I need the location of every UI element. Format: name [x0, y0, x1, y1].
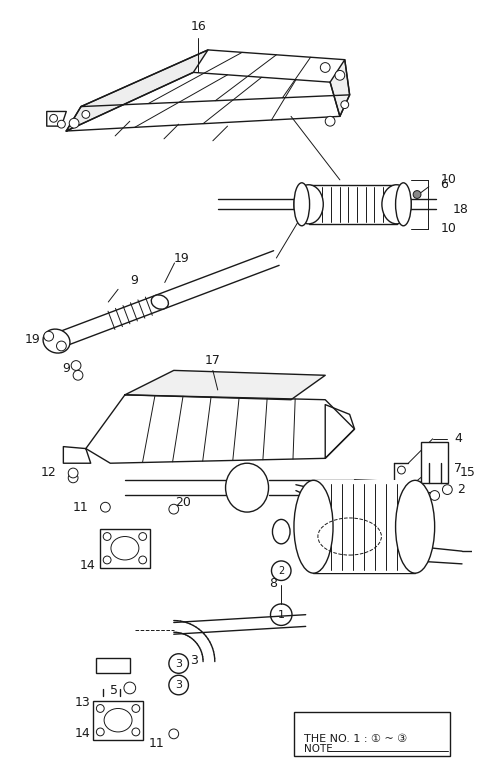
- Circle shape: [69, 119, 79, 128]
- Text: 15: 15: [460, 467, 476, 480]
- Polygon shape: [63, 446, 91, 463]
- Text: 14: 14: [80, 560, 96, 572]
- Circle shape: [73, 370, 83, 381]
- Circle shape: [96, 704, 104, 712]
- Text: THE NO. 1 : ① ~ ③: THE NO. 1 : ① ~ ③: [304, 734, 407, 744]
- Text: 1: 1: [278, 610, 285, 620]
- Text: 11: 11: [73, 501, 89, 514]
- Text: 8: 8: [269, 577, 277, 590]
- Circle shape: [169, 729, 179, 739]
- Circle shape: [413, 191, 421, 198]
- Circle shape: [82, 111, 90, 119]
- Polygon shape: [330, 60, 349, 116]
- Circle shape: [443, 484, 452, 494]
- Circle shape: [57, 341, 66, 351]
- Text: 3: 3: [191, 654, 198, 667]
- Ellipse shape: [396, 480, 435, 574]
- Circle shape: [68, 468, 78, 478]
- Text: 13: 13: [75, 696, 91, 709]
- Circle shape: [132, 704, 140, 712]
- Text: 10: 10: [441, 174, 456, 186]
- Text: 19: 19: [24, 332, 40, 346]
- Text: 6: 6: [441, 178, 448, 191]
- Ellipse shape: [294, 183, 310, 226]
- Text: 20: 20: [176, 496, 192, 509]
- Circle shape: [397, 466, 405, 474]
- Text: 10: 10: [441, 222, 456, 236]
- Text: NOTE: NOTE: [304, 743, 333, 753]
- Circle shape: [320, 63, 330, 72]
- Ellipse shape: [294, 184, 323, 224]
- Ellipse shape: [226, 463, 268, 512]
- Ellipse shape: [273, 519, 290, 544]
- Polygon shape: [325, 405, 355, 458]
- Circle shape: [397, 501, 405, 509]
- Circle shape: [325, 116, 335, 126]
- Bar: [421, 442, 448, 483]
- Circle shape: [71, 360, 81, 370]
- Circle shape: [68, 473, 78, 483]
- Circle shape: [341, 101, 348, 108]
- Circle shape: [103, 532, 111, 540]
- Text: 2: 2: [278, 566, 284, 576]
- Text: 16: 16: [191, 20, 206, 33]
- Text: 5: 5: [110, 684, 118, 698]
- Bar: [309, 184, 396, 224]
- Circle shape: [169, 505, 179, 514]
- Ellipse shape: [294, 480, 333, 574]
- Bar: [99, 529, 150, 568]
- Circle shape: [139, 532, 146, 540]
- Polygon shape: [81, 50, 349, 107]
- Text: 3: 3: [175, 659, 182, 669]
- Circle shape: [49, 115, 58, 122]
- Bar: [96, 658, 130, 673]
- Ellipse shape: [382, 184, 411, 224]
- Polygon shape: [125, 370, 325, 400]
- Text: 14: 14: [75, 728, 91, 740]
- Circle shape: [100, 502, 110, 512]
- Circle shape: [139, 556, 146, 564]
- Text: 2: 2: [457, 483, 465, 496]
- Text: 3: 3: [175, 680, 182, 690]
- Polygon shape: [47, 112, 66, 126]
- Text: 19: 19: [173, 252, 189, 264]
- Circle shape: [430, 491, 440, 501]
- Bar: [93, 701, 144, 740]
- Ellipse shape: [43, 329, 70, 353]
- Circle shape: [96, 728, 104, 735]
- Polygon shape: [86, 394, 355, 463]
- Text: 18: 18: [452, 203, 468, 215]
- Circle shape: [44, 332, 54, 341]
- Polygon shape: [66, 50, 208, 131]
- Circle shape: [124, 682, 136, 694]
- Bar: [313, 480, 415, 573]
- Ellipse shape: [151, 295, 168, 309]
- Text: 4: 4: [454, 432, 462, 446]
- Text: 7: 7: [454, 462, 462, 474]
- Circle shape: [58, 120, 65, 128]
- Circle shape: [132, 728, 140, 735]
- Circle shape: [103, 556, 111, 564]
- Text: 17: 17: [205, 354, 221, 367]
- Text: 11: 11: [148, 737, 164, 750]
- Circle shape: [335, 71, 345, 80]
- Text: 12: 12: [41, 467, 57, 480]
- Ellipse shape: [396, 183, 411, 226]
- Polygon shape: [66, 72, 340, 131]
- Text: 9: 9: [62, 362, 70, 375]
- Text: 9: 9: [130, 274, 138, 287]
- Bar: [294, 712, 450, 756]
